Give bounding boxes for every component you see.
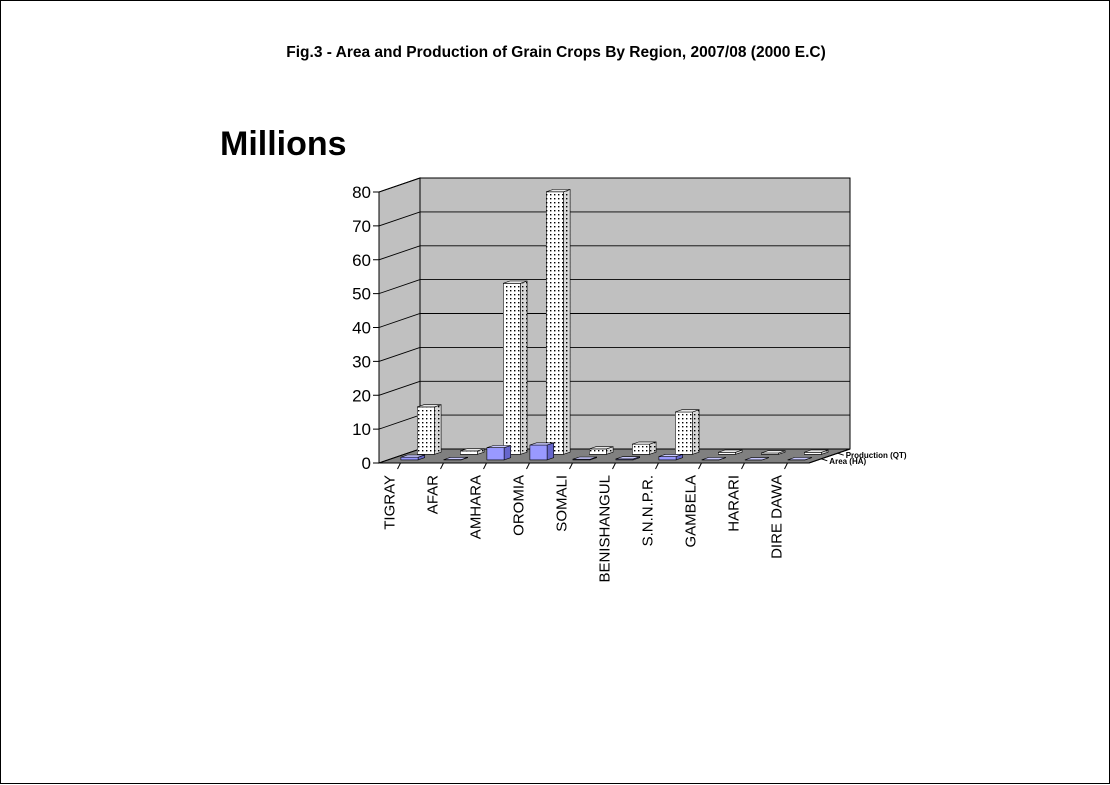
bar-side <box>435 405 442 455</box>
y-tick-label: 60 <box>352 251 371 270</box>
y-tick-label: 40 <box>352 319 371 338</box>
x-tick-mark <box>484 463 487 469</box>
x-tick-label: AFAR <box>425 475 442 514</box>
bar-front <box>659 457 676 460</box>
y-axis: 0 10 20 30 40 50 60 70 80 <box>352 183 379 473</box>
production-bar <box>460 449 484 455</box>
x-tick-mark <box>742 463 745 469</box>
x-tick-mark <box>398 463 401 469</box>
bar-front <box>503 283 520 454</box>
x-tick-label: HARARI <box>726 475 743 532</box>
x-tick-mark <box>613 463 616 469</box>
x-tick-mark <box>570 463 573 469</box>
bar-front <box>589 449 606 454</box>
y-tick-label: 10 <box>352 420 371 439</box>
x-tick-label: DIRE DAWA <box>769 475 786 559</box>
x-tick-mark <box>699 463 702 469</box>
production-bar <box>546 190 570 455</box>
production-bar <box>589 447 613 455</box>
chart-walls <box>379 178 850 463</box>
x-tick-mark <box>527 463 530 469</box>
depth-tick-mark <box>838 453 844 455</box>
x-tick-label: BENISHANGUL <box>597 475 614 583</box>
bar-front <box>460 451 477 454</box>
x-tick-label: AMHARA <box>468 475 485 539</box>
bar-front <box>546 192 563 455</box>
y-tick-label: 20 <box>352 386 371 405</box>
area-bar <box>530 443 554 460</box>
bar-front <box>487 448 504 460</box>
x-tick-mark <box>441 463 444 469</box>
x-tick-mark <box>656 463 659 469</box>
x-tick-label: TIGRAY <box>382 475 399 530</box>
bar-front <box>401 457 418 460</box>
production-bar <box>503 281 527 454</box>
y-tick-label: 70 <box>352 217 371 236</box>
x-tick-label: GAMBELA <box>683 475 700 548</box>
y-tick-label: 0 <box>362 454 371 473</box>
bar-side <box>564 190 571 455</box>
chart-title: Fig.3 - Area and Production of Grain Cro… <box>286 44 825 61</box>
unit-label: Millions <box>220 125 347 163</box>
x-axis: TIGRAY AFAR AMHARA OROMIA SOMALI BENISHANGUL S… <box>382 463 788 583</box>
x-tick-mark <box>785 463 788 469</box>
bar-side <box>693 410 700 455</box>
production-bar <box>632 442 656 454</box>
area-bar <box>659 454 683 460</box>
bar-front <box>417 407 434 454</box>
area-bar <box>487 446 511 460</box>
production-bar <box>675 410 699 455</box>
y-tick-label: 50 <box>352 285 371 304</box>
area-bar <box>401 455 425 460</box>
bar-front <box>675 412 692 454</box>
x-tick-label: SOMALI <box>554 475 571 532</box>
bar-side <box>547 443 554 460</box>
bar-front <box>530 445 547 460</box>
production-bar <box>417 405 441 455</box>
y-tick-label: 80 <box>352 183 371 202</box>
y-tick-label: 30 <box>352 352 371 371</box>
series-label: Production (QT) <box>846 451 907 460</box>
bar-front <box>632 444 649 454</box>
bar-side <box>521 281 528 454</box>
depth-tick-mark <box>821 459 827 461</box>
x-tick-label: S.N.N.P.R. <box>640 475 657 546</box>
x-tick-label: OROMIA <box>511 475 528 536</box>
